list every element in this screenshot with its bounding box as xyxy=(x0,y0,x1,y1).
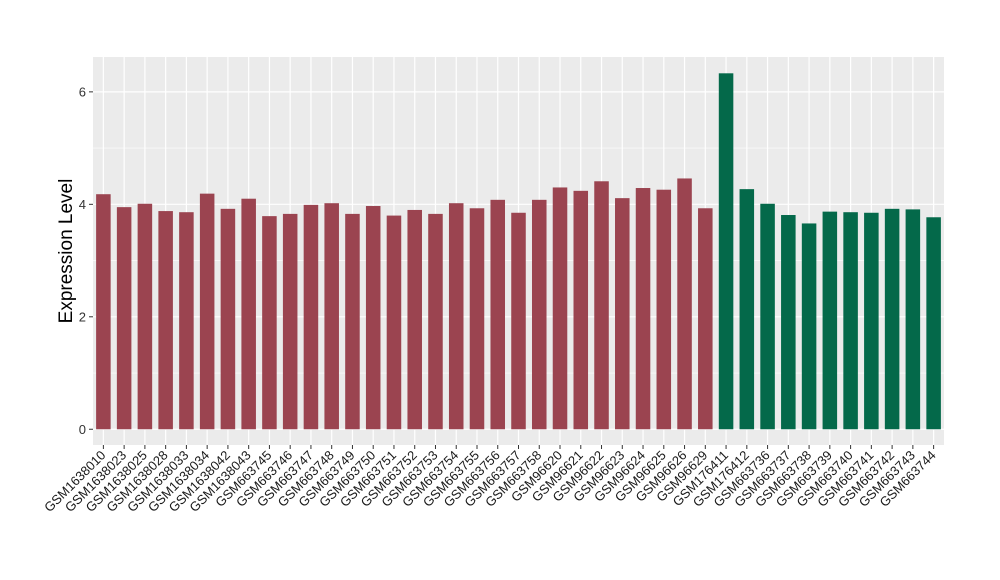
bar xyxy=(303,204,319,430)
bar xyxy=(781,215,796,430)
bar xyxy=(282,213,298,430)
bar xyxy=(926,217,941,430)
y-tick-label: 0 xyxy=(79,422,86,437)
bar xyxy=(220,208,236,430)
y-axis-title: Expression Level xyxy=(56,179,77,324)
bar xyxy=(552,187,568,430)
bar xyxy=(199,193,215,430)
bar xyxy=(469,208,485,430)
bar xyxy=(864,212,879,430)
bar xyxy=(822,211,838,430)
bar xyxy=(386,215,402,430)
bar xyxy=(594,181,609,430)
bar xyxy=(365,206,381,430)
bar xyxy=(677,178,692,430)
bar xyxy=(137,203,153,430)
bar xyxy=(656,189,672,430)
bar xyxy=(490,199,506,430)
bar xyxy=(801,223,817,430)
bar xyxy=(635,188,651,430)
bar xyxy=(843,212,858,430)
bar xyxy=(158,211,173,430)
bar xyxy=(262,216,277,430)
bar xyxy=(531,199,547,430)
bar xyxy=(573,190,589,430)
y-axis: 0 2 4 6 xyxy=(79,84,93,437)
bar xyxy=(448,203,464,430)
bar xyxy=(884,208,900,430)
bar xyxy=(324,203,339,430)
bar xyxy=(96,194,111,430)
y-tick-label: 2 xyxy=(79,309,86,324)
bars xyxy=(96,73,941,430)
y-tick-label: 6 xyxy=(79,84,86,99)
y-tick-label: 4 xyxy=(79,197,86,212)
bar xyxy=(511,212,526,430)
bar xyxy=(241,198,256,430)
bar xyxy=(345,213,360,430)
bar xyxy=(739,189,755,430)
bar xyxy=(116,207,132,430)
bar xyxy=(905,209,921,430)
bar xyxy=(718,73,734,430)
bar xyxy=(698,208,713,430)
bar xyxy=(407,209,422,430)
bar xyxy=(760,203,775,430)
bar xyxy=(428,213,443,430)
bar xyxy=(615,198,630,430)
bar xyxy=(179,212,194,430)
x-axis: GSM1638010GSM1638023GSM1638025GSM1638028… xyxy=(41,445,939,515)
